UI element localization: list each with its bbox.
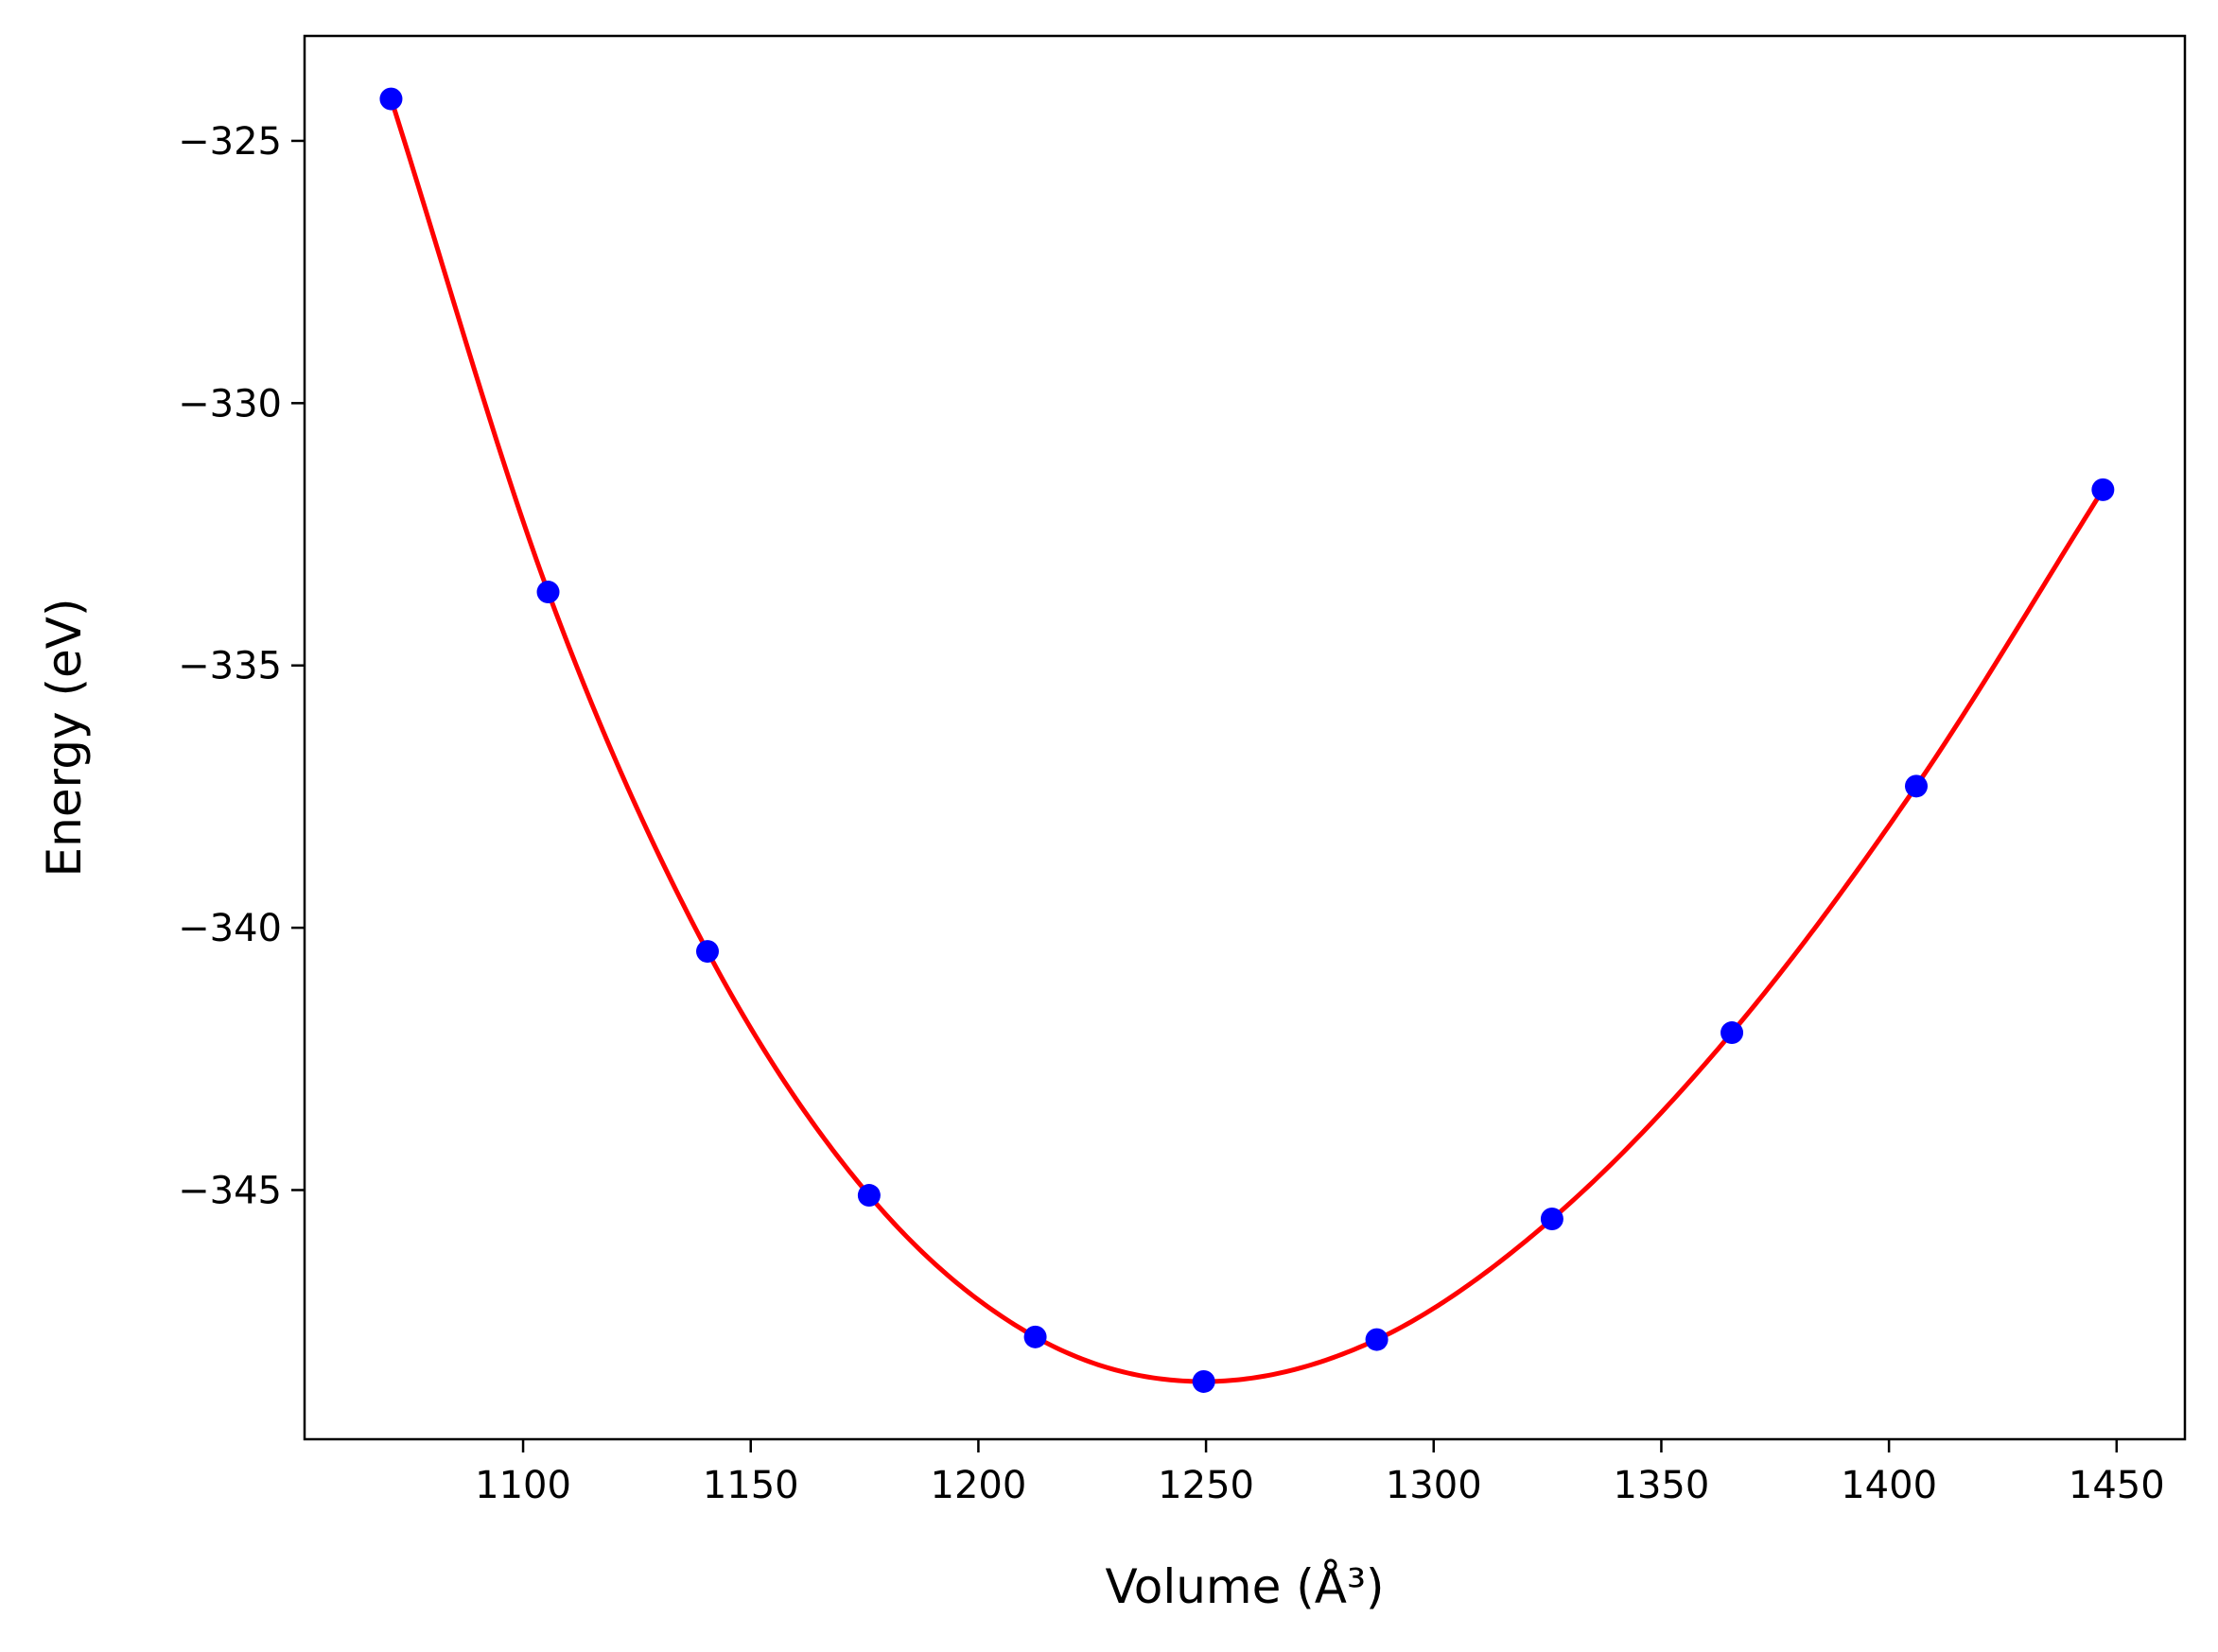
x-tick-label: 1200 (931, 1464, 1027, 1507)
plot-frame (303, 34, 2187, 1441)
data-point (1023, 1325, 1047, 1348)
y-axis-ticks: −325 −330 −335 −340 −345 (178, 120, 305, 1212)
y-tick-label: −335 (178, 645, 282, 688)
x-axis-ticks: 1100 1150 1200 1250 1300 1350 1400 1450 (475, 1439, 2165, 1507)
data-point (1905, 774, 1928, 798)
data-point (1720, 1021, 1744, 1045)
x-axis-label: Volume (Å³) (1105, 1559, 1384, 1614)
y-axis-label: Energy (eV) (37, 599, 92, 878)
data-point (536, 581, 560, 604)
x-tick-label: 1250 (1158, 1464, 1254, 1507)
data-point (1365, 1328, 1388, 1351)
data-points-layer (379, 87, 2115, 1393)
y-tick-label: −325 (178, 120, 282, 164)
x-tick-label: 1350 (1614, 1464, 1710, 1507)
x-tick-label: 1400 (1841, 1464, 1937, 1507)
data-point (1192, 1369, 1215, 1393)
x-tick-label: 1150 (703, 1464, 799, 1507)
y-tick-label: −330 (178, 382, 282, 426)
x-tick-label: 1450 (2069, 1464, 2165, 1507)
x-tick-label: 1100 (475, 1464, 571, 1507)
data-point (1540, 1207, 1563, 1230)
data-point (696, 940, 719, 964)
y-tick-label: −345 (178, 1169, 282, 1212)
x-tick-label: 1300 (1386, 1464, 1482, 1507)
data-point (857, 1184, 881, 1208)
data-point (2091, 478, 2115, 501)
data-point (379, 87, 403, 111)
y-tick-label: −340 (178, 907, 282, 950)
